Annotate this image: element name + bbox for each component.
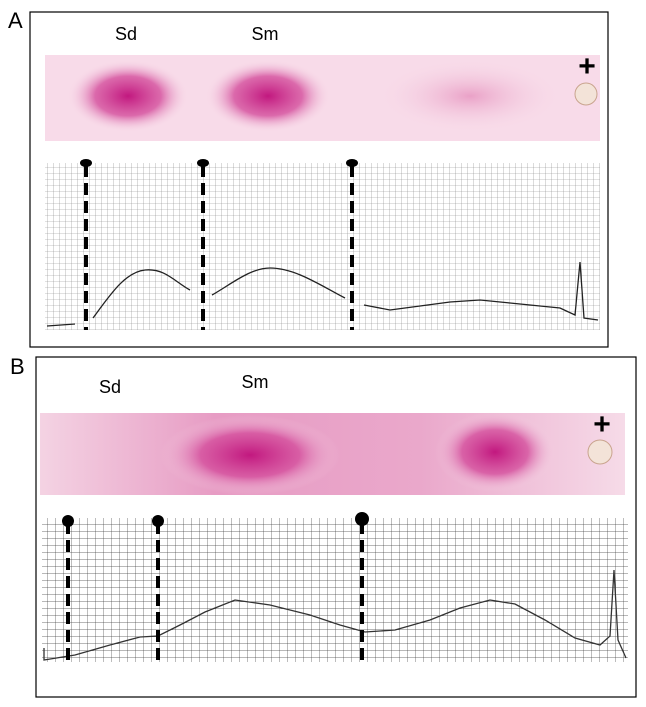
band [380, 60, 560, 132]
lane-markers [84, 165, 354, 330]
densitogram-trace [46, 261, 599, 327]
densitogram-grid [42, 518, 628, 662]
anode-sign: + [578, 50, 596, 83]
band [68, 60, 188, 132]
lane-label: Sm [252, 24, 279, 44]
densitogram-trace [43, 569, 627, 661]
band [160, 415, 340, 495]
well [574, 82, 598, 106]
panel-frame [29, 11, 609, 348]
panel-b: B Sd Sm + [10, 354, 637, 698]
panel-frame [35, 356, 637, 698]
well [587, 439, 613, 465]
panel-a: A Sd Sm + [8, 8, 609, 348]
band [206, 60, 330, 132]
densitogram-grid [45, 163, 600, 330]
panel-label: B [10, 354, 25, 379]
marker-heads [80, 159, 358, 167]
lane-label: Sd [115, 24, 137, 44]
lane-markers [66, 522, 364, 664]
marker-heads [62, 512, 369, 527]
lane-label: Sd [99, 377, 121, 397]
anode-sign: + [593, 408, 611, 441]
panel-label: A [8, 8, 23, 33]
band [435, 412, 555, 492]
lane-label: Sm [242, 372, 269, 392]
